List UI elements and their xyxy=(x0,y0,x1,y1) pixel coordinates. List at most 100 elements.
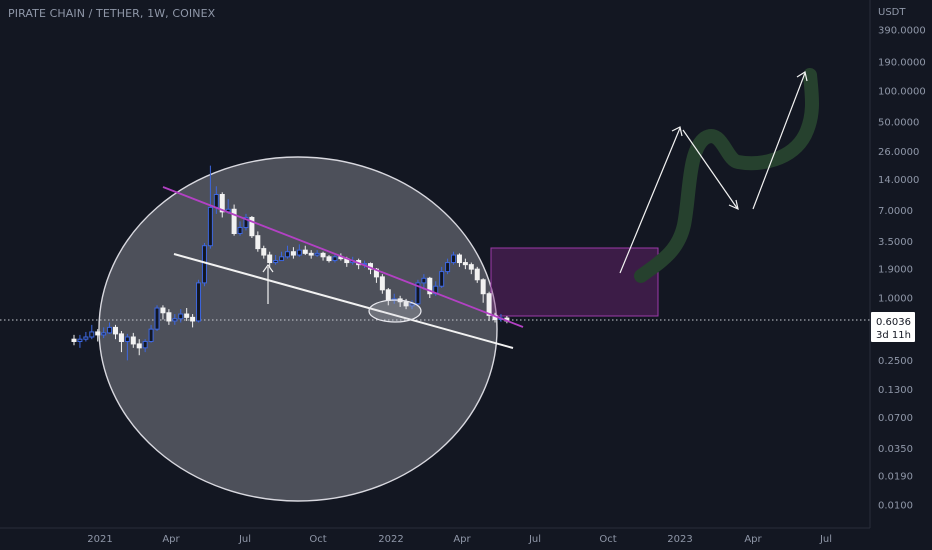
time-tick-label: Apr xyxy=(162,534,180,545)
candle-body-up xyxy=(421,277,427,284)
candle-body-up xyxy=(154,307,160,330)
time-tick-label: Apr xyxy=(453,534,471,545)
candle-body-down xyxy=(456,254,462,264)
candle-body-up xyxy=(445,262,451,273)
candle-body-up xyxy=(439,271,445,287)
price-tick-label: 0.1300 xyxy=(878,385,913,396)
candle-body-up xyxy=(296,249,302,256)
candle-body-down xyxy=(255,235,261,250)
candle-body-down xyxy=(71,338,77,342)
candles-layer xyxy=(71,165,510,361)
time-tick-label: Jul xyxy=(819,534,832,545)
candle-body-down xyxy=(486,293,492,316)
price-tick-label: 0.0100 xyxy=(878,501,913,512)
candle-body-up xyxy=(273,260,279,264)
candle-body-down xyxy=(136,343,142,349)
candle-body-down xyxy=(320,252,326,258)
candle-body-up xyxy=(148,328,154,342)
candle-body-up xyxy=(409,303,415,307)
candle-body-up xyxy=(207,206,213,247)
candle-body-up xyxy=(201,245,207,284)
small-ellipse-annotation xyxy=(368,299,422,323)
time-tick-label: 2021 xyxy=(87,534,112,545)
candle-body-up xyxy=(124,336,130,342)
price-tick-label: 14.0000 xyxy=(878,175,919,186)
candle-body-down xyxy=(231,208,237,234)
candle-body-up xyxy=(213,194,219,208)
time-axis-ticks: 2021 Apr Jul Oct 2022 Apr Jul Oct 2023 Apr Jul xyxy=(87,534,832,545)
price-tick-label: 0.0190 xyxy=(878,472,913,483)
price-tick-label: 7.0000 xyxy=(878,206,913,217)
support-line xyxy=(173,253,514,349)
candle-body-down xyxy=(290,251,296,256)
candle-body-down xyxy=(403,301,409,307)
price-tick-label: 50.0000 xyxy=(878,118,919,129)
candle-body-up xyxy=(178,313,184,320)
candle-body-down xyxy=(190,316,196,322)
candle-body-down xyxy=(184,313,190,318)
price-tick-label: 100.0000 xyxy=(878,87,926,98)
candle-body-up xyxy=(415,282,421,305)
small-up-arrow-head xyxy=(262,263,274,273)
candle-body-down xyxy=(113,326,119,335)
candle-body-up xyxy=(107,326,113,334)
candle-body-up xyxy=(142,340,148,349)
candle-body-down xyxy=(462,262,468,266)
candle-body-up xyxy=(77,338,83,342)
candle-body-up xyxy=(172,318,178,322)
candle-body-down xyxy=(302,249,308,254)
candle-body-up xyxy=(279,256,285,262)
candle-body-down xyxy=(130,336,136,345)
price-axis-panel xyxy=(870,0,932,528)
time-tick-label: 2022 xyxy=(378,534,403,545)
price-tick-label: 1.0000 xyxy=(878,294,913,305)
candle-body-down xyxy=(219,194,225,213)
candle-body-up xyxy=(332,256,338,262)
candle-body-down xyxy=(474,268,480,281)
candle-body-up xyxy=(89,331,95,338)
price-tick-label: 0.0700 xyxy=(878,413,913,424)
price-tick-label: 0.2500 xyxy=(878,356,913,367)
symbol-header: PIRATE CHAIN / TETHER, 1W, COINEX xyxy=(8,7,216,20)
price-tick-label: 26.0000 xyxy=(878,147,919,158)
candle-body-up xyxy=(284,251,290,258)
time-tick-label: Oct xyxy=(309,534,326,545)
projection-arrows xyxy=(619,71,808,274)
price-tick-label: 1.9000 xyxy=(878,265,913,276)
candle-body-down xyxy=(326,256,332,262)
last-price-label-bg xyxy=(871,312,915,342)
time-tick-label: Jul xyxy=(238,534,251,545)
candle-body-up xyxy=(451,254,457,264)
price-tick-label: 190.0000 xyxy=(878,58,926,69)
time-tick-label: Apr xyxy=(744,534,762,545)
candle-body-down xyxy=(385,289,391,301)
candle-body-down xyxy=(427,277,433,295)
falling-resistance-line xyxy=(162,186,524,328)
time-tick-label: Jul xyxy=(528,534,541,545)
candle-body-down xyxy=(308,252,314,256)
price-axis-unit: USDT xyxy=(878,7,906,18)
last-price-label: 0.6036 xyxy=(876,317,911,328)
candle-body-down xyxy=(267,254,273,264)
candle-body-down xyxy=(118,333,124,342)
candle-body-down xyxy=(166,312,172,322)
candle-body-down xyxy=(95,331,101,336)
candle-body-down xyxy=(261,248,267,256)
price-tick-label: 390.0000 xyxy=(878,25,926,36)
time-axis-panel xyxy=(0,528,932,550)
time-tick-label: 2023 xyxy=(667,534,692,545)
candle-body-down xyxy=(160,307,166,314)
candle-body-up xyxy=(83,336,89,340)
green-projection-path xyxy=(634,68,819,283)
candle-body-down xyxy=(379,276,385,291)
candle-body-down xyxy=(480,279,486,295)
time-tick-label: Oct xyxy=(599,534,616,545)
candle-body-up xyxy=(243,216,249,228)
candle-body-up xyxy=(314,252,320,256)
candle-body-down xyxy=(468,264,474,270)
candle-body-up xyxy=(101,332,107,336)
big-ellipse-annotation xyxy=(98,156,498,502)
price-tick-label: 3.5000 xyxy=(878,237,913,248)
